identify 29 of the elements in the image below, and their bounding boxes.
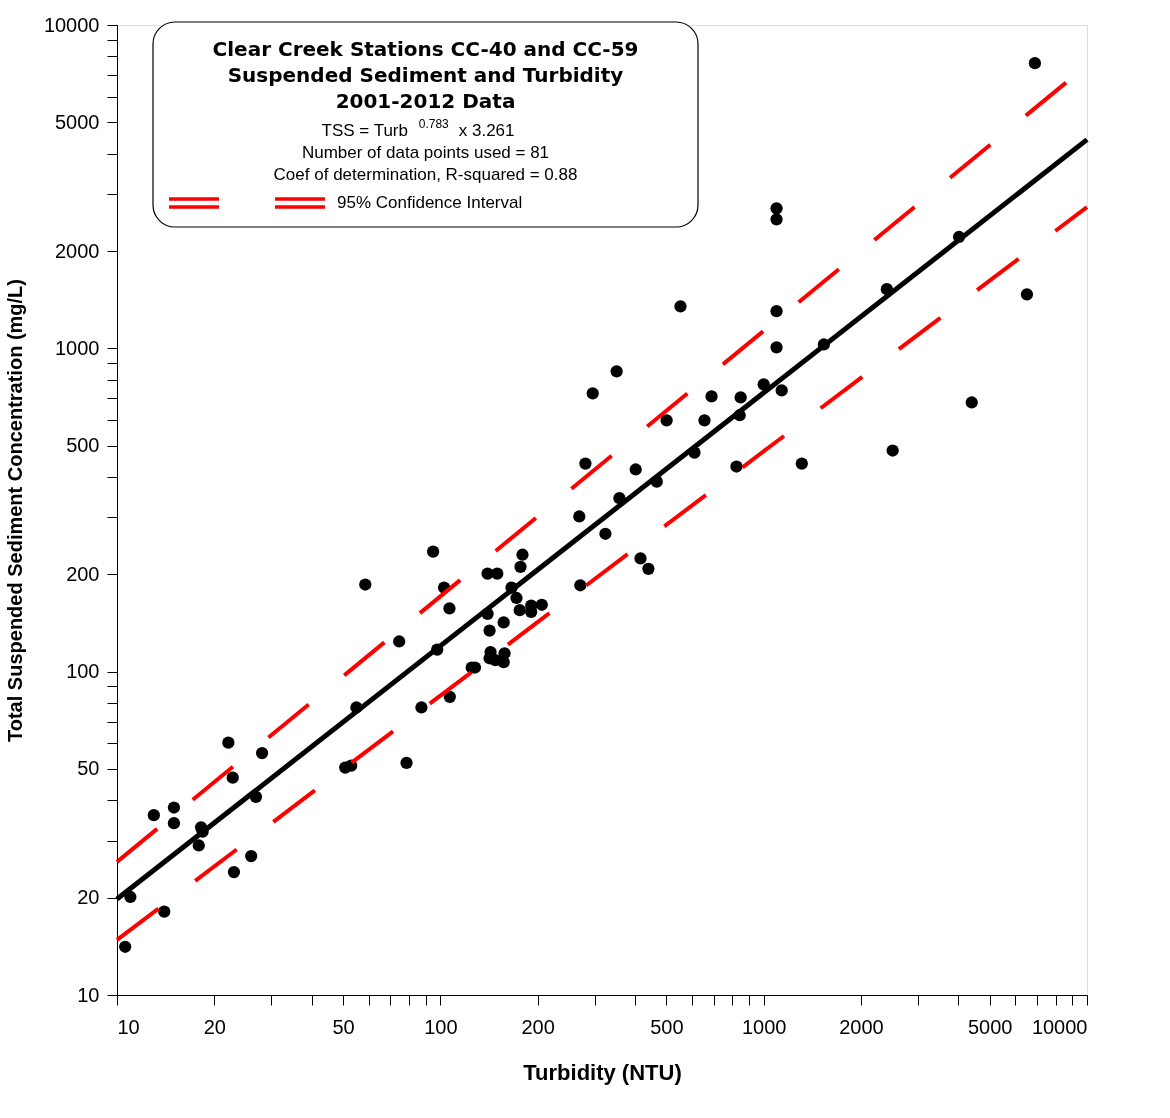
y-tick-label: 100 bbox=[66, 660, 100, 683]
x-tick-label: 10000 bbox=[1031, 1015, 1088, 1038]
x-tick-label: 50 bbox=[332, 1015, 355, 1038]
y-tick-label: 1000 bbox=[55, 336, 100, 359]
y-tick-label: 50 bbox=[77, 757, 100, 780]
x-tick-label: 20 bbox=[203, 1015, 226, 1038]
annotation: TSS = Turb 0.783 x 3.261 bbox=[321, 117, 515, 140]
text: Clear Creek Stations CC-40 and CC-59 bbox=[212, 37, 639, 61]
x-tick-label: 10 bbox=[117, 1015, 140, 1038]
y-axis-title: Total Suspended Sediment Concentration (mg/L) bbox=[3, 279, 26, 742]
y-tick-label: 10 bbox=[77, 983, 100, 1006]
text: Suspended Sediment and Turbidity bbox=[227, 63, 624, 87]
text: 2001-2012 Data bbox=[335, 89, 516, 113]
legend-label: 95% Confidence Interval bbox=[337, 193, 523, 212]
y-tick-label: 500 bbox=[66, 434, 100, 457]
x-tick-label: 5000 bbox=[967, 1015, 1013, 1038]
x-axis-title: Turbidity (NTU) bbox=[523, 1059, 682, 1085]
y-tick-label: 20 bbox=[77, 886, 100, 909]
annotation: Coef of determination, R-squared = 0.88 bbox=[273, 165, 578, 184]
y-tick-label: 2000 bbox=[55, 239, 100, 262]
x-tick-label: 2000 bbox=[839, 1015, 884, 1038]
y-tick-label: 10000 bbox=[43, 13, 100, 36]
x-tick-label: 1000 bbox=[741, 1015, 787, 1038]
x-tick-label: 100 bbox=[424, 1015, 458, 1038]
x-tick-label: 200 bbox=[521, 1015, 555, 1038]
y-tick-label: 200 bbox=[66, 562, 100, 585]
annotation: Number of data points used = 81 bbox=[301, 143, 550, 162]
y-tick-label: 5000 bbox=[55, 110, 100, 133]
x-tick-label: 500 bbox=[650, 1015, 684, 1038]
